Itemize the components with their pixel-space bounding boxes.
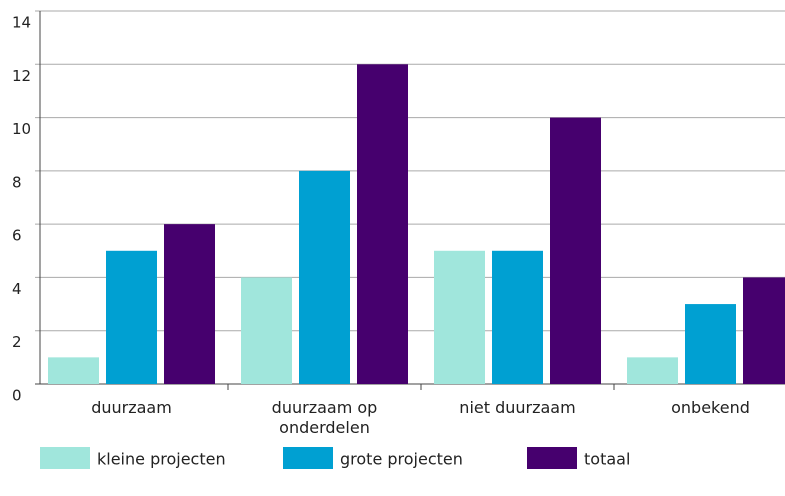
y-tick-label: 6: [12, 227, 22, 245]
bar: [164, 224, 215, 384]
bar: [743, 277, 785, 384]
bar: [241, 277, 292, 384]
bar: [357, 64, 408, 385]
x-tick-label: onbekend: [671, 398, 750, 417]
legend-swatch: [283, 447, 333, 469]
bar: [299, 170, 350, 384]
legend-label: grote projecten: [340, 450, 463, 469]
y-tick-label: 0: [12, 387, 22, 405]
x-tick-label: niet duurzaam: [459, 398, 576, 417]
legend-swatch: [527, 447, 577, 469]
y-tick-label: 14: [12, 14, 31, 32]
y-tick-label: 10: [12, 120, 31, 138]
x-tick-label: duurzaam op onderdelen: [271, 398, 378, 437]
bar: [48, 357, 99, 384]
bar: [106, 250, 157, 384]
bar: [550, 117, 601, 385]
legend-label: totaal: [584, 450, 630, 469]
bar: [627, 357, 678, 384]
legend-swatch: [40, 447, 90, 469]
x-tick-label: duurzaam: [91, 398, 172, 417]
y-tick-label: 12: [12, 67, 31, 85]
bar: [685, 304, 736, 384]
y-tick-label: 2: [12, 333, 22, 351]
bar: [434, 250, 485, 384]
y-tick-label: 8: [12, 173, 22, 191]
y-tick-label: 4: [12, 280, 22, 298]
bar: [492, 250, 543, 384]
legend-label: kleine projecten: [97, 450, 226, 469]
